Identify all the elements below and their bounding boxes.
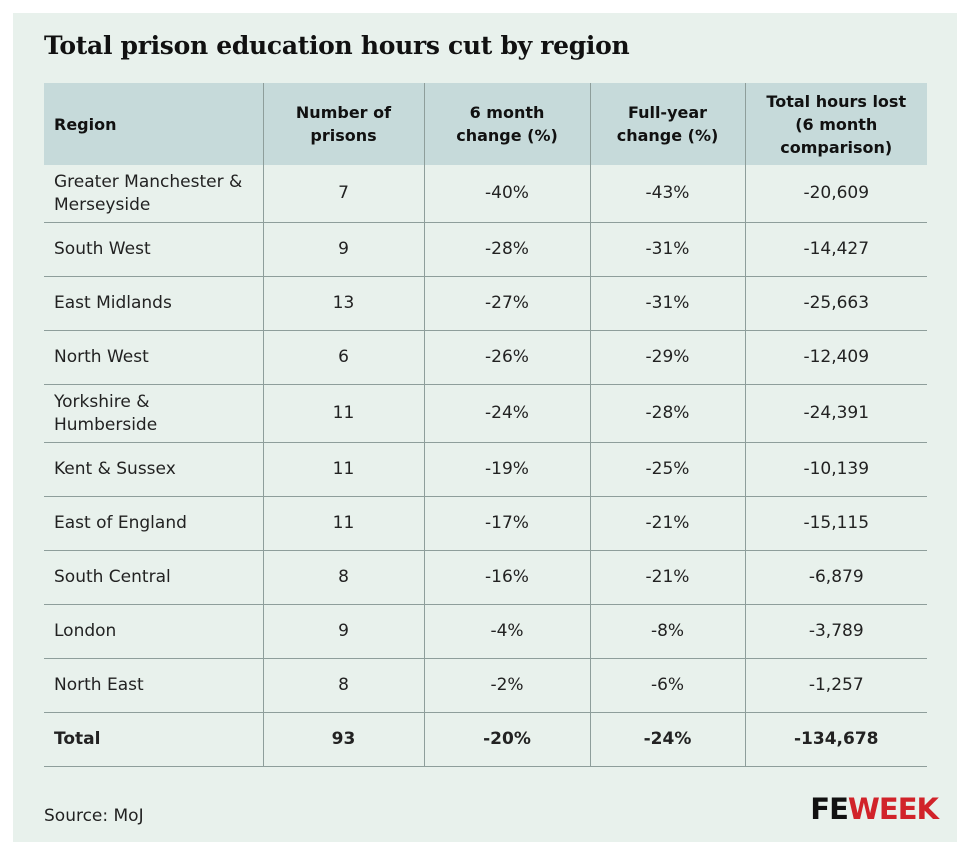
cell-hours-lost: -10,139	[744, 442, 927, 497]
cell-region: Kent & Sussex	[44, 442, 263, 497]
cell-full-year-change: -31%	[589, 222, 745, 277]
cell-region: East Midlands	[44, 276, 263, 331]
cell-hours-lost: -12,409	[744, 330, 927, 385]
cell-full-year-change: -31%	[589, 276, 745, 331]
table-row: Kent & Sussex 11 -19% -25% -10,139	[44, 442, 927, 497]
cell-prisons: 9	[262, 604, 424, 659]
table-row: Greater Manchester & Merseyside 7 -40% -…	[44, 165, 927, 223]
table-row: East of England 11 -17% -21% -15,115	[44, 496, 927, 551]
total-label: Total	[44, 712, 263, 767]
cell-6-month-change: -26%	[423, 330, 590, 385]
cell-prisons: 6	[262, 330, 424, 385]
prison-hours-table: Region Number of prisons 6 month change …	[44, 83, 927, 767]
total-prisons: 93	[262, 712, 424, 767]
cell-region: Yorkshire & Humberside	[44, 384, 263, 443]
logo-fe: FE	[810, 792, 849, 826]
cell-prisons: 11	[262, 496, 424, 551]
table-row: North East 8 -2% -6% -1,257	[44, 658, 927, 713]
cell-6-month-change: -24%	[423, 384, 590, 443]
cell-6-month-change: -17%	[423, 496, 590, 551]
total-hours-lost: -134,678	[744, 712, 927, 767]
cell-6-month-change: -16%	[423, 550, 590, 605]
table-row: South West 9 -28% -31% -14,427	[44, 222, 927, 277]
header-number-of-prisons: Number of prisons	[262, 83, 424, 165]
cell-region: London	[44, 604, 263, 659]
cell-prisons: 8	[262, 658, 424, 713]
cell-hours-lost: -20,609	[744, 165, 927, 223]
cell-hours-lost: -3,789	[744, 604, 927, 659]
cell-prisons: 13	[262, 276, 424, 331]
cell-full-year-change: -6%	[589, 658, 745, 713]
page-title: Total prison education hours cut by regi…	[44, 31, 630, 60]
cell-region: South Central	[44, 550, 263, 605]
cell-full-year-change: -21%	[589, 496, 745, 551]
cell-6-month-change: -27%	[423, 276, 590, 331]
header-6-month-change: 6 month change (%)	[423, 83, 590, 165]
total-row: Total 93 -20% -24% -134,678	[44, 712, 927, 767]
cell-region: South West	[44, 222, 263, 277]
cell-6-month-change: -40%	[423, 165, 590, 223]
table-row: North West 6 -26% -29% -12,409	[44, 330, 927, 385]
cell-region: North West	[44, 330, 263, 385]
total-6-month-change: -20%	[423, 712, 590, 767]
infographic-card: Total prison education hours cut by regi…	[13, 13, 957, 842]
cell-prisons: 7	[262, 165, 424, 223]
cell-hours-lost: -15,115	[744, 496, 927, 551]
cell-hours-lost: -6,879	[744, 550, 927, 605]
cell-hours-lost: -14,427	[744, 222, 927, 277]
fe-week-logo: FEWEEK	[810, 792, 939, 826]
header-total-hours-lost: Total hours lost (6 month comparison)	[744, 83, 927, 165]
table-row: Yorkshire & Humberside 11 -24% -28% -24,…	[44, 384, 927, 443]
cell-hours-lost: -1,257	[744, 658, 927, 713]
table-row: South Central 8 -16% -21% -6,879	[44, 550, 927, 605]
table-row: London 9 -4% -8% -3,789	[44, 604, 927, 659]
cell-region: Greater Manchester & Merseyside	[44, 165, 263, 223]
cell-6-month-change: -2%	[423, 658, 590, 713]
source-note: Source: MoJ	[44, 806, 144, 826]
table-header-row: Region Number of prisons 6 month change …	[44, 83, 927, 165]
logo-week: WEEK	[847, 792, 939, 826]
cell-hours-lost: -25,663	[744, 276, 927, 331]
table-row: East Midlands 13 -27% -31% -25,663	[44, 276, 927, 331]
cell-full-year-change: -25%	[589, 442, 745, 497]
cell-full-year-change: -21%	[589, 550, 745, 605]
cell-prisons: 11	[262, 442, 424, 497]
cell-full-year-change: -29%	[589, 330, 745, 385]
cell-full-year-change: -28%	[589, 384, 745, 443]
cell-prisons: 11	[262, 384, 424, 443]
cell-full-year-change: -43%	[589, 165, 745, 223]
cell-6-month-change: -28%	[423, 222, 590, 277]
cell-hours-lost: -24,391	[744, 384, 927, 443]
cell-6-month-change: -19%	[423, 442, 590, 497]
cell-region: East of England	[44, 496, 263, 551]
cell-6-month-change: -4%	[423, 604, 590, 659]
cell-prisons: 9	[262, 222, 424, 277]
header-region: Region	[44, 83, 263, 165]
header-full-year-change: Full-year change (%)	[589, 83, 745, 165]
cell-full-year-change: -8%	[589, 604, 745, 659]
cell-region: North East	[44, 658, 263, 713]
cell-prisons: 8	[262, 550, 424, 605]
total-full-year-change: -24%	[589, 712, 745, 767]
